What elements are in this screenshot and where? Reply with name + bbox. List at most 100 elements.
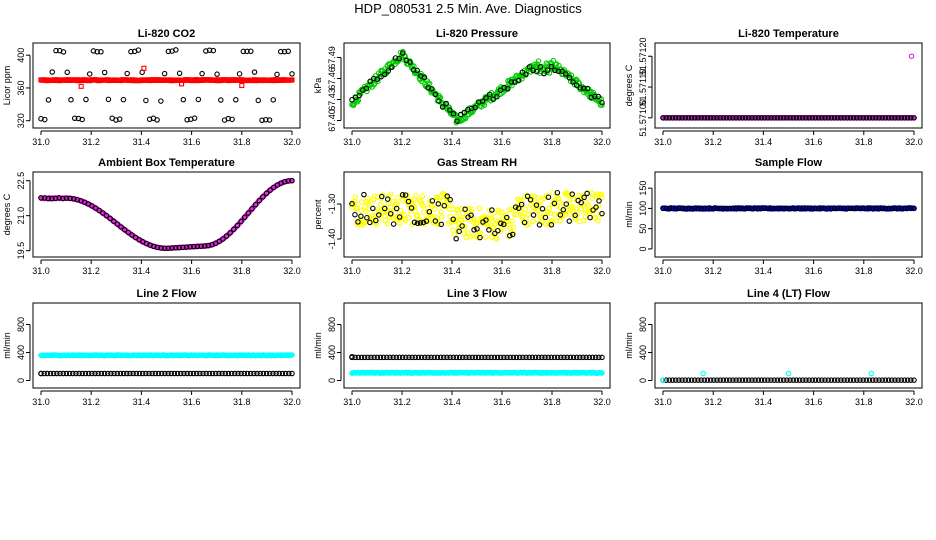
x-tick-label: 31.2 <box>704 266 722 276</box>
data-point <box>355 219 361 225</box>
data-point <box>596 354 602 361</box>
x-tick-label: 31.4 <box>443 266 461 276</box>
data-point <box>461 230 467 236</box>
data-point <box>688 377 695 383</box>
data-point <box>723 205 730 212</box>
y-tick-label: 0 <box>327 378 337 383</box>
data-point <box>450 110 457 117</box>
data-point <box>279 370 286 377</box>
data-point <box>584 190 590 197</box>
data-point <box>522 206 529 212</box>
data-point <box>476 99 482 105</box>
data-point <box>220 236 226 242</box>
data-point <box>685 205 692 212</box>
data-point <box>82 370 89 377</box>
y-tick-label: 100 <box>638 201 648 216</box>
data-point <box>777 115 784 121</box>
data-point <box>854 377 860 383</box>
data-point <box>771 115 777 121</box>
data-point <box>447 196 453 203</box>
data-point <box>411 204 418 210</box>
x-tick-label: 31.4 <box>755 397 773 407</box>
data-point <box>356 92 362 99</box>
data-point <box>435 201 442 207</box>
data-point <box>136 370 143 377</box>
x-tick-label: 31.8 <box>233 266 251 276</box>
data-point <box>414 67 420 74</box>
data-point <box>831 205 838 212</box>
x-tick-label: 31.8 <box>855 397 873 407</box>
plot-frame <box>343 302 611 389</box>
x-tick-label: 31.0 <box>343 137 361 147</box>
data-point <box>583 354 589 361</box>
data-point <box>370 218 376 225</box>
data-point <box>523 71 529 77</box>
data-point <box>255 97 262 104</box>
data-point <box>489 207 495 213</box>
data-point <box>370 75 377 82</box>
data-point <box>885 205 892 212</box>
data-point <box>191 115 198 121</box>
data-point <box>420 202 426 209</box>
data-point <box>733 115 739 121</box>
data-point <box>698 377 704 383</box>
data-point <box>260 194 266 200</box>
data-point <box>768 205 774 212</box>
data-point <box>410 67 417 73</box>
y-tick-label: 50 <box>638 224 648 234</box>
data-point <box>592 93 598 100</box>
data-point <box>238 218 244 225</box>
data-point <box>761 377 768 383</box>
data-point <box>273 370 279 377</box>
data-point <box>563 71 569 77</box>
data-point <box>908 205 914 212</box>
data-point <box>234 222 241 229</box>
x-tick-label: 31.6 <box>493 137 511 147</box>
data-point <box>209 370 216 377</box>
x-tick-label: 31.6 <box>805 266 823 276</box>
data-point <box>267 370 273 377</box>
data-point <box>521 193 528 200</box>
data-point <box>787 205 793 212</box>
data-point <box>432 206 438 212</box>
data-point <box>289 352 295 358</box>
data-point <box>784 377 790 383</box>
data-point <box>520 354 526 361</box>
data-point <box>274 71 280 78</box>
data-point <box>373 221 380 227</box>
data-point <box>263 370 270 377</box>
data-point <box>796 377 803 383</box>
x-tick-label: 31.4 <box>443 137 461 147</box>
data-point <box>860 205 866 212</box>
plot-co2: Li-820 CO2 31.0 31.2 31.4 31.6 31.8 32.0 320 360… <box>2 28 301 147</box>
data-point <box>501 354 507 361</box>
data-point <box>777 377 784 383</box>
data-point <box>130 370 136 377</box>
data-point <box>408 205 415 211</box>
plot-title: Ambient Box Temperature <box>98 157 235 169</box>
data-point <box>506 232 513 239</box>
data-point <box>199 70 205 77</box>
x-tick-label: 31.2 <box>82 266 100 276</box>
data-point <box>564 354 570 361</box>
data-point <box>387 211 394 217</box>
data-point <box>822 115 828 121</box>
data-point <box>367 78 373 85</box>
data-point <box>911 377 917 383</box>
data-point <box>146 370 152 377</box>
y-tick-label: 800 <box>638 317 648 332</box>
y-axis-label: percent <box>313 199 323 230</box>
data-point <box>790 377 797 383</box>
data-point <box>425 354 431 361</box>
data-point <box>183 244 190 250</box>
data-point <box>454 118 460 124</box>
data-point <box>373 217 379 224</box>
data-point <box>436 98 442 104</box>
data-point <box>717 115 723 121</box>
data-point <box>472 354 479 361</box>
data-point <box>444 354 450 361</box>
data-point <box>497 354 504 361</box>
data-point <box>515 205 522 211</box>
data-point <box>749 377 755 383</box>
data-point <box>271 184 277 191</box>
